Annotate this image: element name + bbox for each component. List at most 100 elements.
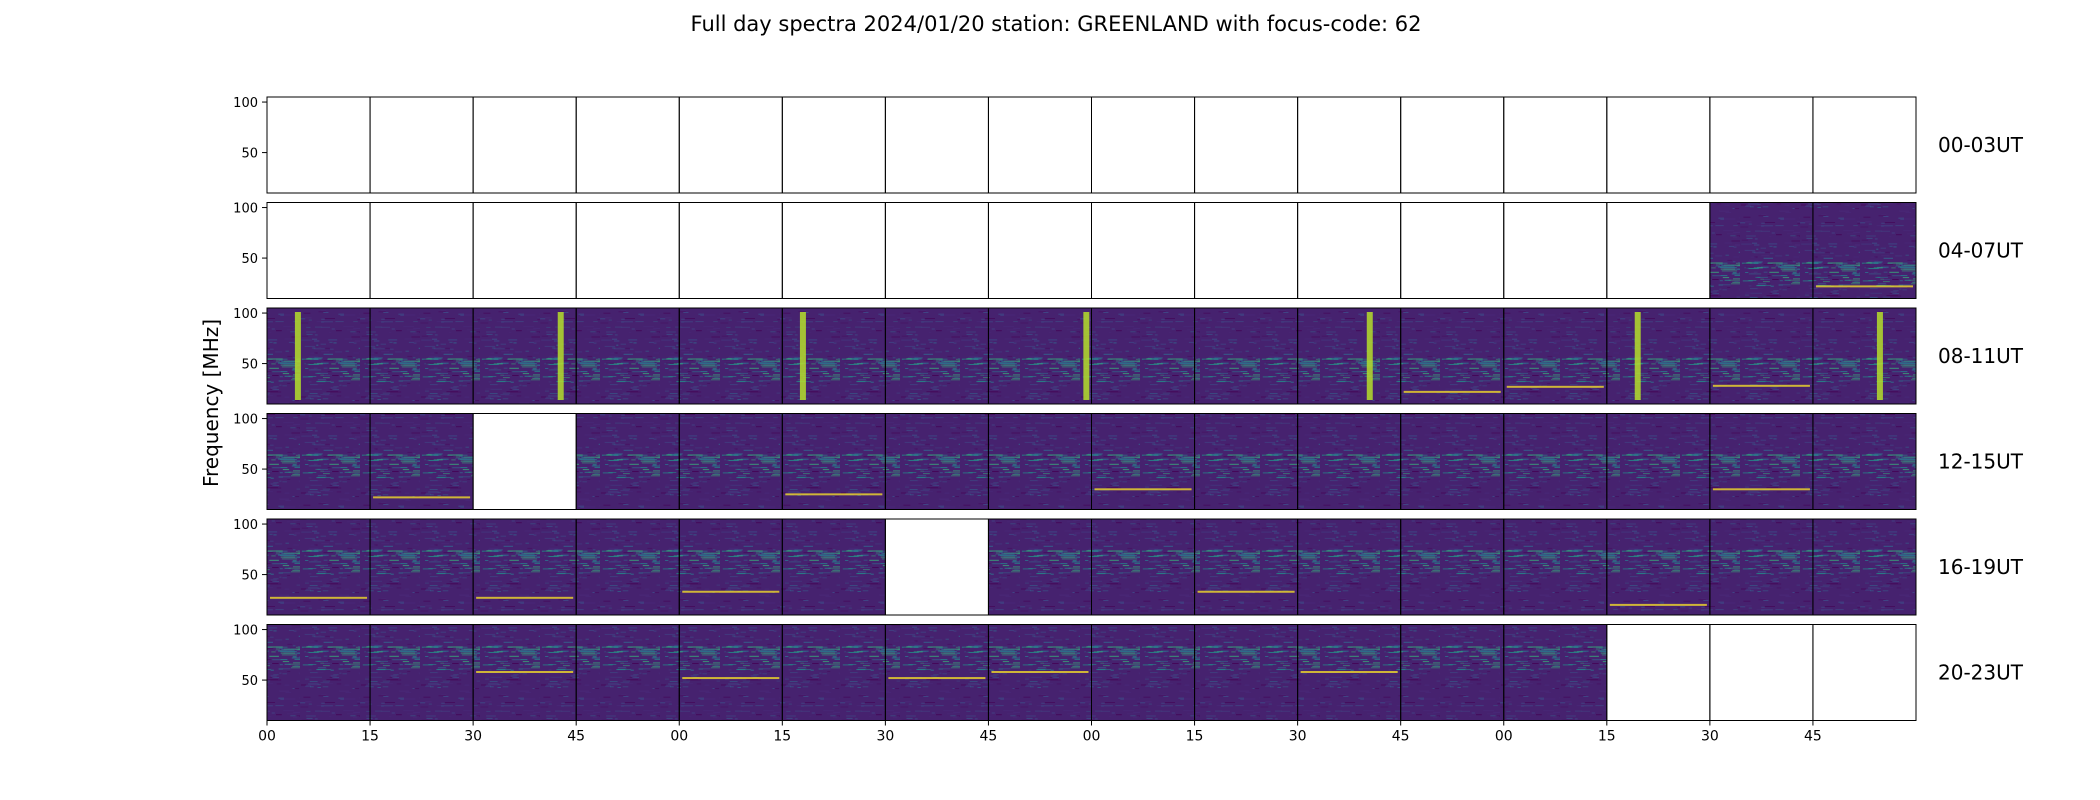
spectrogram-panel <box>1503 308 1607 404</box>
spectrogram-panel <box>267 519 371 615</box>
spectra-panels: 50 100 00-03UT 50 100 04-07UT 50 100 08-11UT 50 10… <box>233 96 2024 721</box>
panel-frame <box>1812 518 1917 616</box>
spectrogram-panel <box>1812 202 1916 299</box>
spectrogram-panel <box>782 519 886 615</box>
spectrogram-panel <box>1709 413 1813 510</box>
empty-panel <box>988 97 1092 193</box>
empty-panel <box>267 97 371 193</box>
y-tick-label: 50 <box>241 252 258 267</box>
emission-line <box>1300 670 1398 673</box>
emission-line <box>270 596 368 599</box>
spectrogram-panel <box>1194 624 1298 721</box>
emission-line <box>1815 285 1913 288</box>
spectrogram-panel <box>679 624 783 721</box>
spectrogram-panel <box>679 413 783 510</box>
empty-panel <box>1091 97 1195 193</box>
radio-burst <box>294 312 301 400</box>
spectrogram-panel <box>1194 413 1298 510</box>
radio-burst <box>799 312 806 400</box>
empty-panel <box>1503 202 1607 299</box>
x-tick-label: 15 <box>773 729 791 745</box>
x-tick-label: 00 <box>1083 729 1101 745</box>
spectrogram-panel <box>782 624 886 721</box>
radio-burst <box>557 312 564 400</box>
emission-line <box>1197 590 1295 593</box>
row-time-label: 00-03UT <box>1938 133 2024 157</box>
x-tick-label: 15 <box>1186 729 1204 745</box>
empty-panel <box>473 97 577 193</box>
empty-panel <box>679 202 783 299</box>
emission-line <box>682 590 780 593</box>
emission-line <box>785 493 883 496</box>
spectra-row: 50 100 16-19UT <box>233 518 2024 616</box>
emission-line <box>1712 488 1810 491</box>
spectrogram-panel <box>1812 413 1916 510</box>
emission-line <box>1609 603 1707 606</box>
spectrogram-panel <box>267 624 371 721</box>
radio-burst <box>1876 312 1883 400</box>
y-axis-label: Frequency [MHz] <box>199 319 223 487</box>
spectrogram-panel <box>1400 308 1504 404</box>
row-time-label: 08-11UT <box>1938 344 2024 368</box>
y-tick-label: 100 <box>233 96 258 111</box>
row-time-label: 12-15UT <box>1938 450 2024 474</box>
spectrogram-panel <box>782 308 886 404</box>
panel-frame <box>1812 96 1917 194</box>
x-tick-label: 00 <box>258 729 276 745</box>
empty-panel <box>1400 97 1504 193</box>
spectrogram-panel <box>1606 413 1710 510</box>
spectrogram-panel <box>988 308 1092 404</box>
spectrogram-panel <box>1503 413 1607 510</box>
empty-panel <box>1812 97 1916 193</box>
empty-panel <box>1606 97 1710 193</box>
empty-panel <box>782 202 886 299</box>
row-time-label: 20-23UT <box>1938 661 2024 685</box>
spectrogram-panel <box>1400 413 1504 510</box>
spectrogram-panel <box>1503 624 1607 721</box>
empty-panel <box>1812 624 1916 721</box>
x-tick-label: 15 <box>361 729 379 745</box>
x-tick-label: 45 <box>1804 729 1822 745</box>
panel-frame <box>1812 202 1917 299</box>
empty-panel <box>885 519 989 615</box>
x-tick-label: 30 <box>1701 729 1719 745</box>
y-tick-label: 50 <box>241 569 258 584</box>
x-tick-label: 30 <box>464 729 482 745</box>
spectrogram-panel <box>1400 519 1504 615</box>
empty-panel <box>1606 202 1710 299</box>
spectrogram-panel <box>1400 624 1504 721</box>
spectrogram-panel <box>473 519 577 615</box>
spectrogram-panel <box>1812 308 1916 404</box>
spectrogram-panel <box>267 413 371 510</box>
empty-panel <box>1709 624 1813 721</box>
spectrogram-panel <box>988 413 1092 510</box>
spectrogram-panel <box>885 624 989 721</box>
spectrogram-panel <box>1606 308 1710 404</box>
row-time-label: 16-19UT <box>1938 555 2024 579</box>
panel-frame <box>1812 624 1917 721</box>
spectrogram-panel <box>370 519 474 615</box>
spectrogram-panel <box>1194 519 1298 615</box>
empty-panel <box>1194 97 1298 193</box>
spectrogram-panel <box>267 308 371 404</box>
x-tick-label: 00 <box>670 729 688 745</box>
empty-panel <box>267 202 371 299</box>
row-time-label: 04-07UT <box>1938 239 2024 263</box>
empty-panel <box>679 97 783 193</box>
spectrogram-panel <box>1812 519 1916 615</box>
emission-line <box>476 670 574 673</box>
y-tick-label: 50 <box>241 674 258 689</box>
empty-panel <box>885 202 989 299</box>
empty-panel <box>1606 624 1710 721</box>
x-tick-label: 45 <box>980 729 998 745</box>
spectrogram-panel <box>1091 308 1195 404</box>
empty-panel <box>576 97 680 193</box>
spectrogram-panel <box>1503 519 1607 615</box>
spectrogram-panel <box>1091 519 1195 615</box>
spectrogram-panel <box>1091 413 1195 510</box>
empty-panel <box>1091 202 1195 299</box>
emission-line <box>373 496 471 499</box>
emission-line <box>682 677 780 680</box>
empty-panel <box>885 97 989 193</box>
